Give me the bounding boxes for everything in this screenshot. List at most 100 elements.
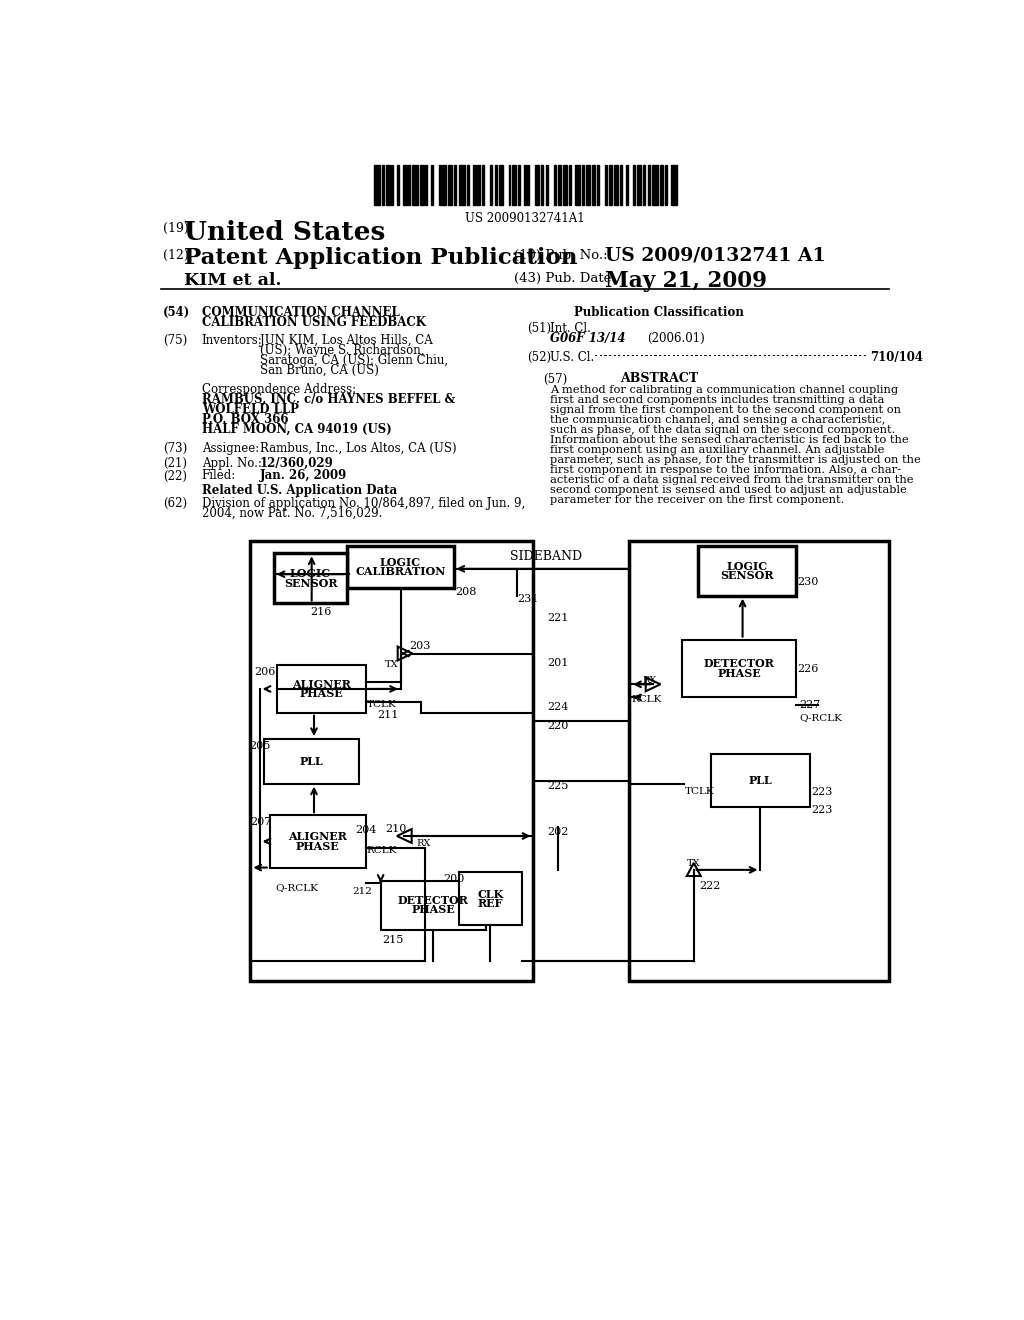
- Text: PHASE: PHASE: [299, 688, 343, 700]
- Bar: [438, 165, 440, 205]
- Text: TCLK: TCLK: [684, 788, 714, 796]
- Bar: [375, 165, 380, 205]
- Text: COMMUNICATION CHANNEL: COMMUNICATION CHANNEL: [202, 306, 399, 319]
- Text: (21): (21): [163, 457, 186, 470]
- Text: 200: 200: [443, 875, 465, 884]
- Bar: [583, 165, 584, 205]
- Text: PLL: PLL: [300, 756, 324, 767]
- Text: A method for calibrating a communication channel coupling: A method for calibrating a communication…: [550, 385, 898, 395]
- Bar: [586, 165, 590, 205]
- Bar: [547, 165, 548, 205]
- Text: United States: United States: [183, 220, 385, 246]
- Text: 710/104: 710/104: [870, 351, 924, 364]
- Bar: [637, 165, 641, 205]
- Text: parameter, such as phase, for the transmitter is adjusted on the: parameter, such as phase, for the transm…: [550, 455, 922, 465]
- Bar: [597, 165, 599, 205]
- Text: (19): (19): [163, 222, 188, 235]
- Text: (22): (22): [163, 470, 186, 483]
- Bar: [648, 165, 650, 205]
- Bar: [402, 165, 407, 205]
- Text: first component using an auxiliary channel. An adjustable: first component using an auxiliary chann…: [550, 445, 885, 455]
- Text: PHASE: PHASE: [717, 668, 761, 678]
- Text: second component is sensed and used to adjust an adjustable: second component is sensed and used to a…: [550, 484, 907, 495]
- Text: Correspondence Address:: Correspondence Address:: [202, 383, 355, 396]
- Text: Division of application No. 10/864,897, filed on Jun. 9,: Division of application No. 10/864,897, …: [202, 498, 525, 511]
- Text: P.O. BOX 366: P.O. BOX 366: [202, 413, 288, 426]
- Text: Q-RCLK: Q-RCLK: [275, 883, 318, 892]
- Bar: [496, 165, 498, 205]
- Bar: [420, 165, 424, 205]
- Text: 211: 211: [378, 710, 399, 721]
- Text: RCLK: RCLK: [367, 846, 397, 855]
- Text: (57): (57): [543, 372, 567, 385]
- Text: (73): (73): [163, 442, 187, 455]
- Text: 224: 224: [547, 702, 568, 711]
- Text: RX: RX: [417, 840, 431, 847]
- Text: 2004, now Pat. No. 7,516,029.: 2004, now Pat. No. 7,516,029.: [202, 507, 382, 520]
- Bar: [489, 165, 492, 205]
- Text: 222: 222: [699, 880, 721, 891]
- Bar: [409, 165, 411, 205]
- Text: acteristic of a data signal received from the transmitter on the: acteristic of a data signal received fro…: [550, 475, 913, 484]
- Text: 227: 227: [799, 700, 820, 710]
- Bar: [630, 541, 889, 981]
- Text: PHASE: PHASE: [296, 841, 340, 851]
- Bar: [523, 165, 525, 205]
- Text: Saratoga, CA (US); Glenn Chiu,: Saratoga, CA (US); Glenn Chiu,: [260, 354, 447, 367]
- Text: 207: 207: [251, 817, 271, 826]
- Text: (62): (62): [163, 498, 187, 511]
- Text: Appl. No.:: Appl. No.:: [202, 457, 261, 470]
- Text: TX: TX: [385, 660, 398, 669]
- Text: 220: 220: [547, 721, 568, 731]
- Bar: [643, 165, 644, 205]
- Text: parameter for the receiver on the first component.: parameter for the receiver on the first …: [550, 495, 845, 504]
- Text: (75): (75): [163, 334, 187, 347]
- Text: JUN KIM, Los Altos Hills, CA: JUN KIM, Los Altos Hills, CA: [260, 334, 432, 347]
- Text: 230: 230: [798, 577, 819, 586]
- Text: Publication Classification: Publication Classification: [573, 306, 743, 319]
- Text: (43) Pub. Date:: (43) Pub. Date:: [514, 272, 615, 285]
- Bar: [633, 165, 635, 205]
- Text: (US); Wayne S. Richardson,: (US); Wayne S. Richardson,: [260, 345, 424, 356]
- Text: TCLK: TCLK: [367, 700, 396, 709]
- Text: (52): (52): [527, 351, 551, 364]
- Bar: [431, 165, 433, 205]
- Bar: [467, 165, 469, 205]
- Text: 223: 223: [812, 788, 833, 797]
- Text: CLK: CLK: [477, 888, 504, 900]
- Bar: [454, 165, 456, 205]
- Text: WOLFELD LLP: WOLFELD LLP: [202, 404, 299, 416]
- Text: 206: 206: [254, 667, 275, 677]
- Text: DETECTOR: DETECTOR: [703, 659, 774, 669]
- Text: 210: 210: [385, 824, 407, 834]
- Text: 223: 223: [812, 805, 833, 816]
- Text: CALIBRATION USING FEEDBACK: CALIBRATION USING FEEDBACK: [202, 317, 426, 329]
- Text: 208: 208: [455, 586, 476, 597]
- Text: CALIBRATION: CALIBRATION: [355, 566, 445, 577]
- Bar: [682, 640, 796, 697]
- Bar: [605, 165, 607, 205]
- Text: Rambus, Inc., Los Altos, CA (US): Rambus, Inc., Los Altos, CA (US): [260, 442, 457, 455]
- Text: PHASE: PHASE: [412, 904, 456, 916]
- Text: ALIGNER: ALIGNER: [289, 832, 347, 842]
- Text: Int. Cl.: Int. Cl.: [550, 322, 591, 335]
- Bar: [425, 165, 427, 205]
- Text: 12/360,029: 12/360,029: [260, 457, 334, 470]
- Bar: [476, 165, 480, 205]
- Text: ABSTRACT: ABSTRACT: [621, 372, 698, 385]
- Text: 201: 201: [547, 659, 568, 668]
- Text: RAMBUS, INC. c/o HAYNES BEFFEL &: RAMBUS, INC. c/o HAYNES BEFFEL &: [202, 393, 455, 407]
- Text: RX: RX: [643, 676, 657, 685]
- Text: May 21, 2009: May 21, 2009: [604, 271, 767, 292]
- Bar: [563, 165, 567, 205]
- Text: Information about the sensed characteristic is fed back to the: Information about the sensed characteris…: [550, 434, 909, 445]
- Bar: [270, 816, 366, 867]
- Text: first component in response to the information. Also, a char-: first component in response to the infor…: [550, 465, 901, 475]
- Bar: [574, 165, 581, 205]
- Text: DETECTOR: DETECTOR: [398, 895, 469, 907]
- Text: (12): (12): [163, 249, 188, 263]
- Bar: [347, 545, 454, 589]
- Text: (10) Pub. No.:: (10) Pub. No.:: [514, 249, 607, 263]
- Text: TX: TX: [687, 859, 700, 869]
- Bar: [558, 165, 561, 205]
